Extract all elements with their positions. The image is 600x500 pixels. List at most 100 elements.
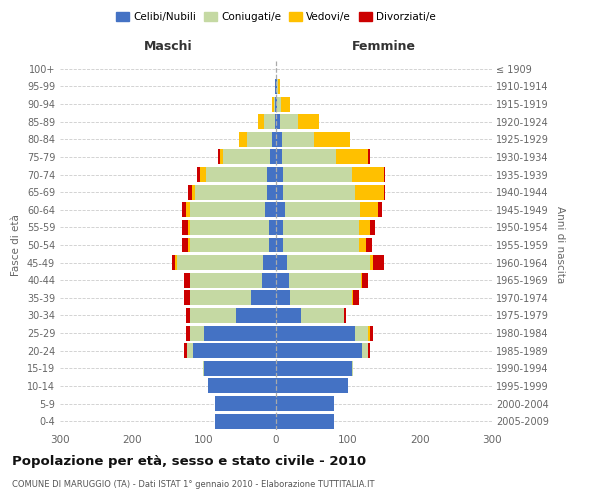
Bar (384, 184, 385, 200)
Bar (215, 414, 276, 428)
Bar (268, 167, 276, 182)
Bar (368, 343, 370, 358)
Bar (361, 273, 362, 287)
Bar (282, 150, 336, 164)
Bar (188, 238, 190, 252)
Bar (276, 96, 277, 112)
Bar (190, 308, 236, 323)
Bar (269, 238, 276, 252)
Bar (184, 273, 190, 287)
Bar (192, 184, 196, 200)
Bar (276, 414, 334, 428)
Bar (276, 343, 362, 358)
Bar (190, 273, 262, 287)
Bar (215, 396, 276, 411)
Bar (276, 79, 277, 94)
Bar (276, 238, 283, 252)
Bar (264, 114, 275, 129)
Bar (276, 132, 282, 147)
Legend: Celibi/Nubili, Coniugati/e, Vedovi/e, Divorziati/e: Celibi/Nubili, Coniugati/e, Vedovi/e, Di… (112, 8, 440, 26)
Bar (362, 343, 368, 358)
Bar (184, 290, 190, 306)
Bar (283, 238, 359, 252)
Bar (276, 308, 301, 323)
Bar (276, 290, 290, 306)
Bar (359, 238, 366, 252)
Bar (184, 343, 187, 358)
Text: COMUNE DI MARUGGIO (TA) - Dati ISTAT 1° gennaio 2010 - Elaborazione TUTTITALIA.I: COMUNE DI MARUGGIO (TA) - Dati ISTAT 1° … (12, 480, 374, 489)
Bar (336, 150, 368, 164)
Bar (186, 202, 190, 218)
Bar (270, 150, 276, 164)
Bar (172, 255, 175, 270)
Bar (265, 202, 276, 218)
Y-axis label: Anni di nascita: Anni di nascita (554, 206, 565, 284)
Bar (188, 184, 192, 200)
Bar (280, 114, 298, 129)
Bar (206, 167, 268, 182)
Bar (276, 378, 348, 394)
Y-axis label: Fasce di età: Fasce di età (11, 214, 21, 276)
Text: Maschi: Maschi (143, 40, 193, 53)
Bar (186, 308, 190, 323)
Bar (186, 326, 190, 340)
Bar (370, 255, 373, 270)
Text: Popolazione per età, sesso e stato civile - 2010: Popolazione per età, sesso e stato civil… (12, 455, 366, 468)
Bar (276, 326, 355, 340)
Bar (190, 290, 251, 306)
Bar (276, 202, 284, 218)
Bar (362, 273, 368, 287)
Bar (218, 150, 220, 164)
Bar (275, 114, 276, 129)
Bar (204, 326, 276, 340)
Bar (197, 167, 200, 182)
Bar (366, 238, 372, 252)
Bar (269, 220, 276, 235)
Bar (274, 96, 275, 112)
Bar (272, 132, 276, 147)
Bar (190, 238, 269, 252)
Bar (182, 238, 188, 252)
Bar (360, 202, 378, 218)
Bar (188, 220, 190, 235)
Bar (204, 361, 276, 376)
Bar (283, 220, 359, 235)
Bar (283, 184, 355, 200)
Bar (193, 343, 276, 358)
Bar (268, 184, 276, 200)
Bar (352, 361, 353, 376)
Bar (277, 96, 281, 112)
Bar (276, 220, 283, 235)
Bar (290, 290, 352, 306)
Bar (190, 220, 269, 235)
Bar (370, 326, 373, 340)
Bar (276, 361, 352, 376)
Bar (373, 255, 384, 270)
Bar (203, 361, 204, 376)
Bar (368, 150, 370, 164)
Bar (239, 132, 247, 147)
Bar (258, 114, 264, 129)
Bar (355, 184, 384, 200)
Bar (384, 167, 385, 182)
Bar (353, 290, 359, 306)
Bar (314, 132, 350, 147)
Bar (355, 326, 368, 340)
Bar (263, 255, 276, 270)
Bar (281, 96, 290, 112)
Bar (276, 184, 283, 200)
Bar (378, 202, 382, 218)
Bar (275, 79, 276, 94)
Bar (175, 255, 176, 270)
Bar (276, 150, 282, 164)
Bar (262, 273, 276, 287)
Bar (287, 255, 370, 270)
Bar (368, 326, 370, 340)
Bar (276, 167, 283, 182)
Bar (277, 79, 278, 94)
Bar (301, 308, 344, 323)
Bar (352, 290, 353, 306)
Bar (276, 255, 287, 270)
Bar (370, 220, 376, 235)
Bar (220, 150, 223, 164)
